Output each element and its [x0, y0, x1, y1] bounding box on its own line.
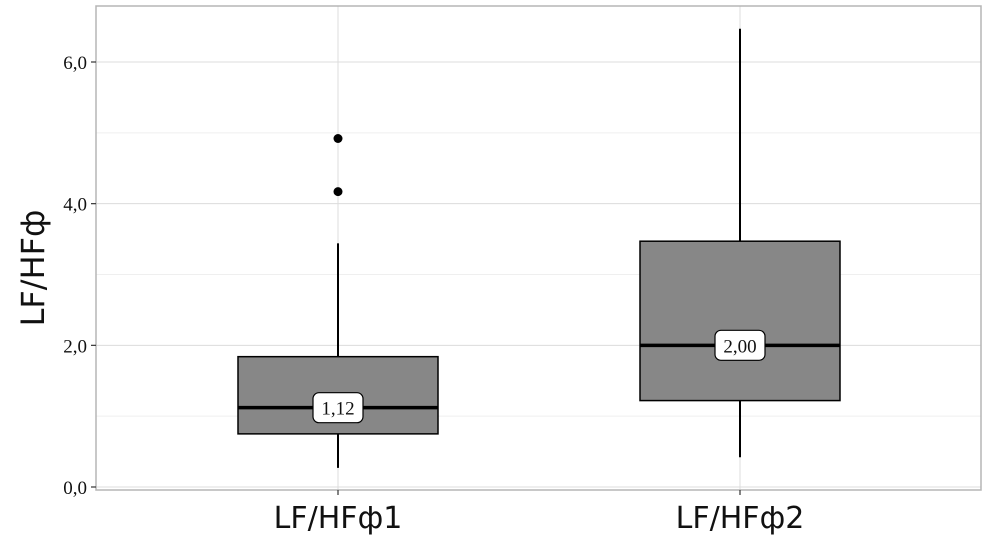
- grid-lines: [96, 6, 981, 490]
- median-label-2: 2,00: [714, 329, 766, 361]
- outlier-point: [333, 134, 343, 143]
- median-label-1: 1,12: [312, 392, 364, 424]
- outlier-point: [333, 187, 343, 197]
- y-axis: 0,0 2,0 4,0 6,0: [63, 53, 96, 499]
- median-label-box: [714, 329, 766, 361]
- x-tick-label: LF/HFф1: [274, 501, 403, 536]
- median-label-text: 1,12: [321, 399, 354, 420]
- median-label-box: [312, 392, 364, 424]
- x-axis: LF/HFф1 LF/HFф2: [274, 490, 805, 536]
- iqr-box: [639, 240, 841, 402]
- median-label-text: 2,00: [723, 336, 756, 357]
- y-tick-label: 4,0: [63, 195, 87, 216]
- x-tick-label: LF/HFф2: [676, 501, 805, 536]
- y-tick-label: 2,0: [63, 336, 87, 357]
- box-2: [639, 28, 841, 458]
- y-axis-title: LF/HFф: [14, 210, 52, 327]
- y-tick-label: 0,0: [63, 478, 87, 499]
- y-tick-label: 6,0: [63, 53, 87, 74]
- median-labels: 1,12 2,00: [312, 329, 766, 424]
- plot-panel-border: [95, 5, 982, 491]
